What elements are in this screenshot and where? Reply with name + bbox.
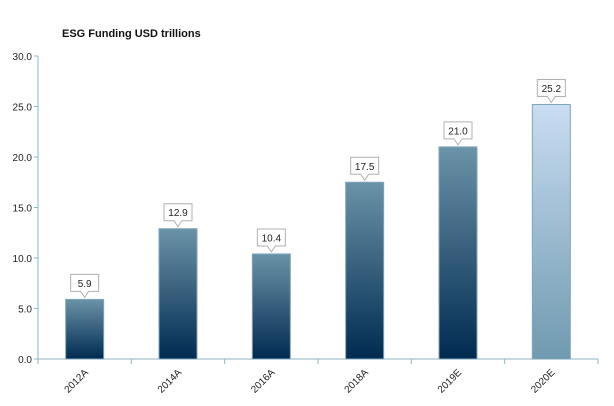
x-tick-label: 2020E (529, 367, 557, 395)
data-label: 21.0 (448, 126, 468, 137)
y-tick-label: 0.0 (18, 355, 32, 366)
bar (438, 146, 478, 360)
y-tick-label: 25.0 (13, 103, 33, 114)
bar (251, 253, 291, 360)
data-label-callout (70, 273, 100, 299)
y-tick-label: 5.0 (18, 305, 32, 316)
bar (158, 228, 198, 360)
chart-title: ESG Funding USD trillions (62, 28, 201, 40)
x-tick-label: 2019E (436, 367, 464, 395)
data-label: 10.4 (262, 233, 282, 244)
bar (65, 298, 105, 360)
y-tick-label: 30.0 (13, 52, 33, 63)
y-tick-label: 20.0 (13, 153, 33, 164)
data-label: 17.5 (355, 162, 375, 173)
x-tick-label: 2014A (156, 367, 184, 395)
data-label: 25.2 (542, 84, 562, 95)
bar (531, 103, 571, 360)
data-label-callout (536, 78, 566, 104)
x-tick-label: 2018A (343, 367, 371, 395)
x-tick-label: 2012A (63, 367, 91, 395)
y-tick-label: 10.0 (13, 254, 33, 265)
data-label: 5.9 (78, 279, 92, 290)
data-label-callout (443, 121, 473, 146)
data-label-callout (350, 156, 380, 182)
bar (345, 181, 385, 360)
data-label-callout (163, 203, 193, 228)
y-tick-label: 15.0 (13, 204, 33, 215)
data-label-callout (256, 228, 286, 253)
x-tick-label: 2016A (249, 367, 277, 395)
data-label: 12.9 (168, 208, 188, 219)
